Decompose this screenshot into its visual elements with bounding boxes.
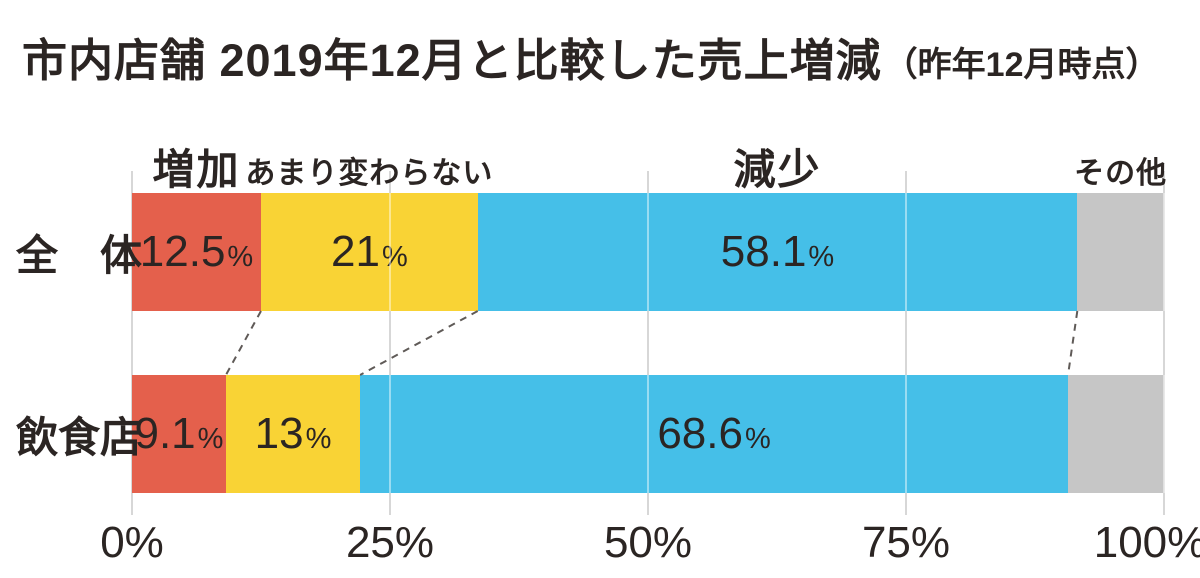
bar-value-unit: % (227, 241, 254, 273)
bar-segment-no-change: 13% (225, 375, 361, 493)
grid-line-overlay (389, 375, 391, 493)
bar-value-number: 58.1 (720, 227, 807, 276)
bar-segment-no-change: 21% (261, 193, 478, 311)
connector-line (1067, 310, 1079, 376)
bar-value-unit: % (808, 241, 835, 273)
connector-line (225, 310, 262, 376)
bar-value-number: 21 (330, 227, 380, 276)
bar-segment-increase: 12.5% (132, 193, 261, 311)
series-header-no-change: あまり変わらない (245, 157, 494, 190)
bar-value-number: 68.6 (657, 409, 743, 458)
bar-value-label: 13% (255, 409, 332, 459)
series-header-other: その他 (1074, 157, 1168, 190)
grid-line-overlay (1163, 375, 1165, 493)
bar-value-label: 12.5% (140, 227, 253, 277)
axis-tick-label: 100% (1093, 518, 1200, 567)
axis-tick-label: 75% (861, 518, 951, 567)
connector-line (359, 310, 479, 376)
chart-title-text: 市内店舗 2019年12月と比較した売上増減 (22, 35, 882, 86)
grid-line (1163, 171, 1165, 515)
chart-title: 市内店舗 2019年12月と比較した売上増減 （昨年12月時点） (22, 24, 1160, 89)
axis-tick-label: 25% (345, 518, 435, 567)
grid-line-overlay (389, 193, 391, 311)
grid-line (905, 171, 907, 515)
bar-value-unit: % (381, 241, 408, 273)
grid-line-overlay (905, 375, 907, 493)
grid-line-overlay (647, 375, 649, 493)
bar-value-label: 21% (331, 227, 408, 277)
grid-line (647, 171, 649, 515)
chart-title-note: （昨年12月時点） (883, 46, 1160, 84)
category-label: 全 体 (16, 231, 143, 279)
grid-line (131, 171, 133, 515)
bar-segment-decrease: 58.1% (477, 193, 1078, 311)
series-header-increase: 増加 (152, 146, 241, 193)
bar-value-label: 9.1% (134, 409, 223, 459)
grid-line-overlay (1163, 193, 1165, 311)
bar-value-unit: % (744, 423, 771, 455)
bar-value-number: 13 (254, 409, 304, 458)
bar-segment-other (1068, 375, 1164, 493)
grid-line-overlay (647, 193, 649, 311)
bar-value-unit: % (305, 423, 332, 455)
category-label: 飲食店 (16, 413, 143, 461)
bar-segment-decrease: 68.6% (360, 375, 1068, 493)
series-header-decrease: 減少 (733, 146, 822, 193)
bar-value-label: 58.1% (721, 227, 834, 277)
bar-row: 12.5% 21% 58.1% (132, 193, 1164, 311)
bar-segment-other (1077, 193, 1164, 311)
bar-value-label: 68.6% (657, 409, 770, 459)
bar-value-unit: % (197, 423, 224, 455)
axis-tick-label: 50% (603, 518, 693, 567)
bar-value-number: 12.5 (139, 227, 226, 276)
grid-line (389, 171, 391, 515)
axis-tick-label: 0% (100, 518, 164, 567)
bar-segment-increase: 9.1% (132, 375, 226, 493)
bar-value-number: 9.1 (134, 409, 196, 458)
grid-line-overlay (905, 193, 907, 311)
bar-row: 9.1% 13% 68.6% (132, 375, 1164, 493)
